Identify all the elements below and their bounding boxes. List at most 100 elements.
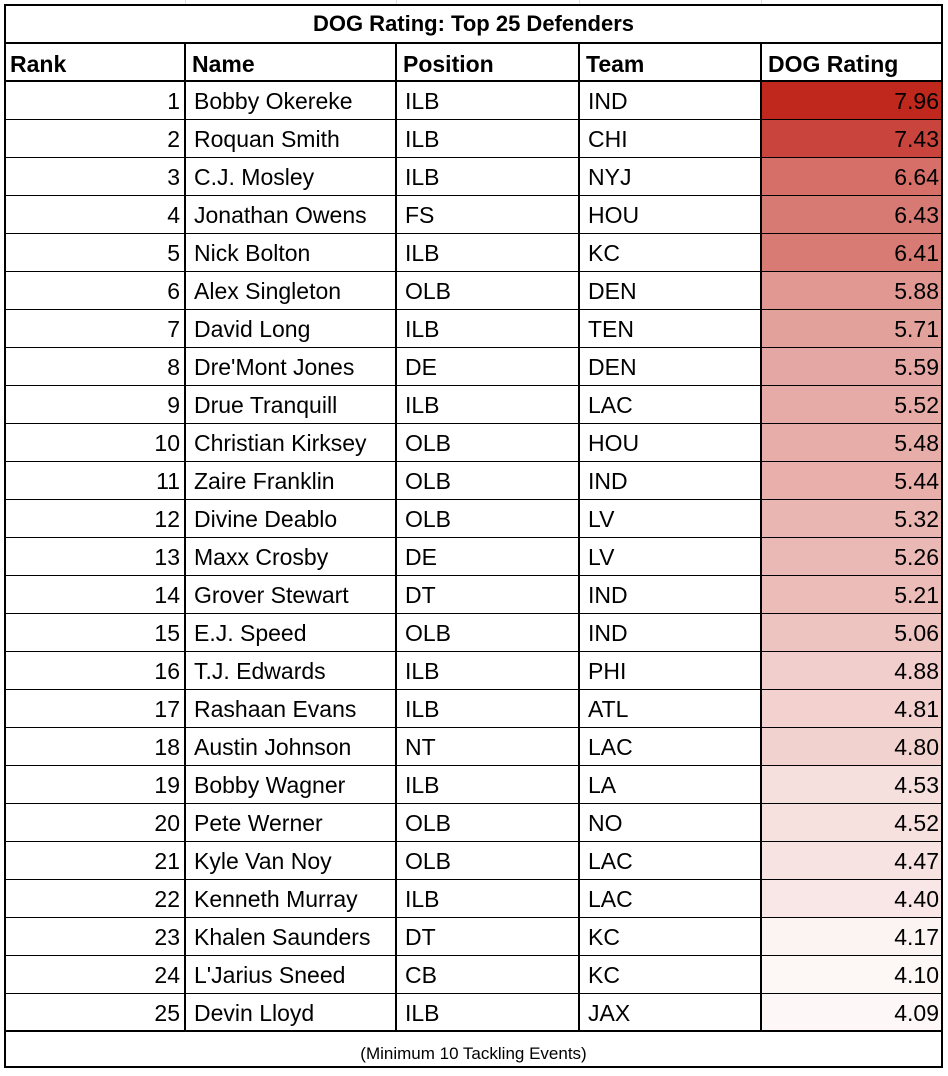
team-cell: KC	[588, 962, 620, 988]
table-title: DOG Rating: Top 25 Defenders	[4, 4, 943, 44]
position-cell: ILB	[405, 392, 440, 418]
rank-cell: 23	[154, 924, 180, 950]
rank-cell: 20	[154, 810, 180, 836]
dog-rating-cell: 4.17	[762, 918, 943, 956]
table-row: 5 Nick Bolton ILB KC 6.41	[4, 234, 943, 272]
position-cell: OLB	[405, 848, 452, 874]
team-cell: LAC	[588, 392, 633, 418]
table-border	[4, 4, 943, 1068]
gridline	[579, 0, 580, 4]
header-dog-rating: DOG Rating	[762, 44, 943, 82]
header-team: Team	[580, 44, 762, 82]
header-position: Position	[397, 44, 580, 82]
team-cell: KC	[588, 240, 620, 266]
rank-cell: 22	[154, 886, 180, 912]
position-cell: ILB	[405, 316, 440, 342]
table-row: 24 L'Jarius Sneed CB KC 4.10	[4, 956, 943, 994]
table-row: 23 Khalen Saunders DT KC 4.17	[4, 918, 943, 956]
team-cell: DEN	[588, 354, 637, 380]
table-row: 17 Rashaan Evans ILB ATL 4.81	[4, 690, 943, 728]
position-cell: DE	[405, 354, 437, 380]
position-cell: OLB	[405, 278, 452, 304]
team-cell: KC	[588, 924, 620, 950]
table-row: 15 E.J. Speed OLB IND 5.06	[4, 614, 943, 652]
table-row: 2 Roquan Smith ILB CHI 7.43	[4, 120, 943, 158]
team-cell: LAC	[588, 734, 633, 760]
rank-cell: 13	[154, 544, 180, 570]
name-cell: Christian Kirksey	[194, 430, 367, 456]
gridline	[761, 0, 762, 4]
team-cell: LAC	[588, 848, 633, 874]
name-cell: Grover Stewart	[194, 582, 349, 608]
team-cell: IND	[588, 582, 628, 608]
dog-rating-cell: 5.32	[762, 500, 943, 538]
row-divider	[4, 195, 943, 196]
dog-rating-cell: 4.80	[762, 728, 943, 766]
dog-rating-cell: 5.26	[762, 538, 943, 576]
table-row: 20 Pete Werner OLB NO 4.52	[4, 804, 943, 842]
team-cell: LAC	[588, 886, 633, 912]
row-divider	[4, 347, 943, 348]
rank-cell: 24	[154, 962, 180, 988]
row-divider	[4, 765, 943, 766]
table-row: 16 T.J. Edwards ILB PHI 4.88	[4, 652, 943, 690]
team-cell: TEN	[588, 316, 634, 342]
position-cell: ILB	[405, 240, 440, 266]
name-cell: Pete Werner	[194, 810, 323, 836]
name-cell: Alex Singleton	[194, 278, 342, 304]
dog-rating-cell: 4.10	[762, 956, 943, 994]
rank-cell: 16	[154, 658, 180, 684]
table-row: 6 Alex Singleton OLB DEN 5.88	[4, 272, 943, 310]
row-divider	[4, 879, 943, 880]
rank-cell: 18	[154, 734, 180, 760]
gridline	[185, 0, 186, 4]
rank-cell: 9	[167, 392, 180, 418]
row-divider	[4, 993, 943, 994]
row-divider	[4, 385, 943, 386]
dog-rating-cell: 4.88	[762, 652, 943, 690]
team-cell: DEN	[588, 278, 637, 304]
row-divider	[4, 613, 943, 614]
dog-rating-cell: 5.52	[762, 386, 943, 424]
row-divider	[4, 955, 943, 956]
position-cell: ILB	[405, 164, 440, 190]
team-cell: LV	[588, 506, 615, 532]
dog-rating-cell: 6.43	[762, 196, 943, 234]
row-divider	[4, 461, 943, 462]
dog-rating-cell: 4.81	[762, 690, 943, 728]
name-cell: C.J. Mosley	[194, 164, 315, 190]
footnote: (Minimum 10 Tackling Events)	[4, 1030, 943, 1068]
name-cell: Devin Lloyd	[194, 1000, 315, 1026]
rank-cell: 21	[154, 848, 180, 874]
name-cell: Zaire Franklin	[194, 468, 335, 494]
row-divider	[4, 271, 943, 272]
row-divider	[4, 233, 943, 234]
table-row: 22 Kenneth Murray ILB LAC 4.40	[4, 880, 943, 918]
name-cell: Divine Deablo	[194, 506, 338, 532]
team-cell: JAX	[588, 1000, 631, 1026]
row-divider	[4, 157, 943, 158]
rank-cell: 8	[167, 354, 180, 380]
name-cell: Bobby Wagner	[194, 772, 346, 798]
row-divider	[4, 309, 943, 310]
rank-cell: 6	[167, 278, 180, 304]
team-cell: CHI	[588, 126, 628, 152]
name-cell: Kenneth Murray	[194, 886, 358, 912]
position-cell: DE	[405, 544, 437, 570]
dog-rating-cell: 6.41	[762, 234, 943, 272]
name-cell: Khalen Saunders	[194, 924, 371, 950]
position-cell: CB	[405, 962, 437, 988]
table-row: 25 Devin Lloyd ILB JAX 4.09	[4, 994, 943, 1032]
dog-rating-cell: 7.43	[762, 120, 943, 158]
table-row: 12 Divine Deablo OLB LV 5.32	[4, 500, 943, 538]
row-divider	[4, 917, 943, 918]
name-cell: Nick Bolton	[194, 240, 311, 266]
row-divider	[4, 727, 943, 728]
team-cell: LV	[588, 544, 615, 570]
rank-cell: 15	[154, 620, 180, 646]
dog-rating-cell: 5.44	[762, 462, 943, 500]
dog-rating-cell: 5.48	[762, 424, 943, 462]
table-row: 9 Drue Tranquill ILB LAC 5.52	[4, 386, 943, 424]
name-cell: E.J. Speed	[194, 620, 307, 646]
column-divider	[395, 44, 397, 1030]
